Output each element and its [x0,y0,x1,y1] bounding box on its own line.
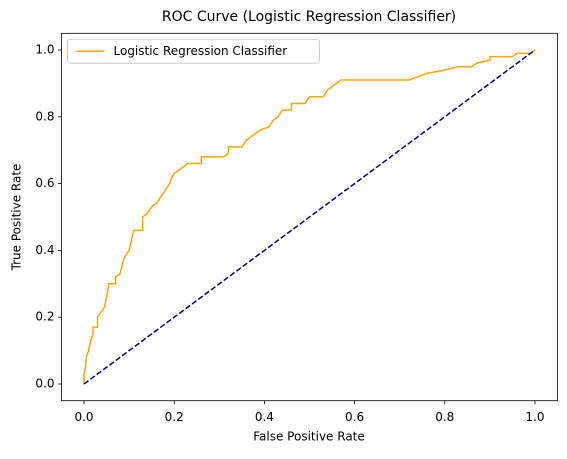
chart-title: ROC Curve (Logistic Regression Classifie… [162,9,456,25]
x-tick-label: 0.6 [345,410,364,424]
y-axis-label: True Positive Rate [10,164,24,272]
series-line [83,49,536,385]
x-tick-label: 0.0 [74,410,93,424]
legend-box [67,38,320,64]
y-tick-label: 0.0 [35,377,54,391]
legend-label: Logistic Regression Classifier [114,44,288,58]
y-tick-label: 0.4 [35,243,54,257]
y-tick-label: 0.2 [35,310,54,324]
x-tick-label: 0.2 [165,410,184,424]
y-tick-label: 1.0 [35,43,54,57]
axes-frame [61,32,558,402]
y-tick-label: 0.8 [35,109,54,123]
y-tick-label: 0.6 [35,176,54,190]
x-tick-label: 0.4 [255,410,274,424]
x-axis-label: False Positive Rate [253,430,365,444]
series-line [83,49,536,384]
x-tick-label: 1.0 [525,410,544,424]
x-tick-label: 0.8 [435,410,454,424]
